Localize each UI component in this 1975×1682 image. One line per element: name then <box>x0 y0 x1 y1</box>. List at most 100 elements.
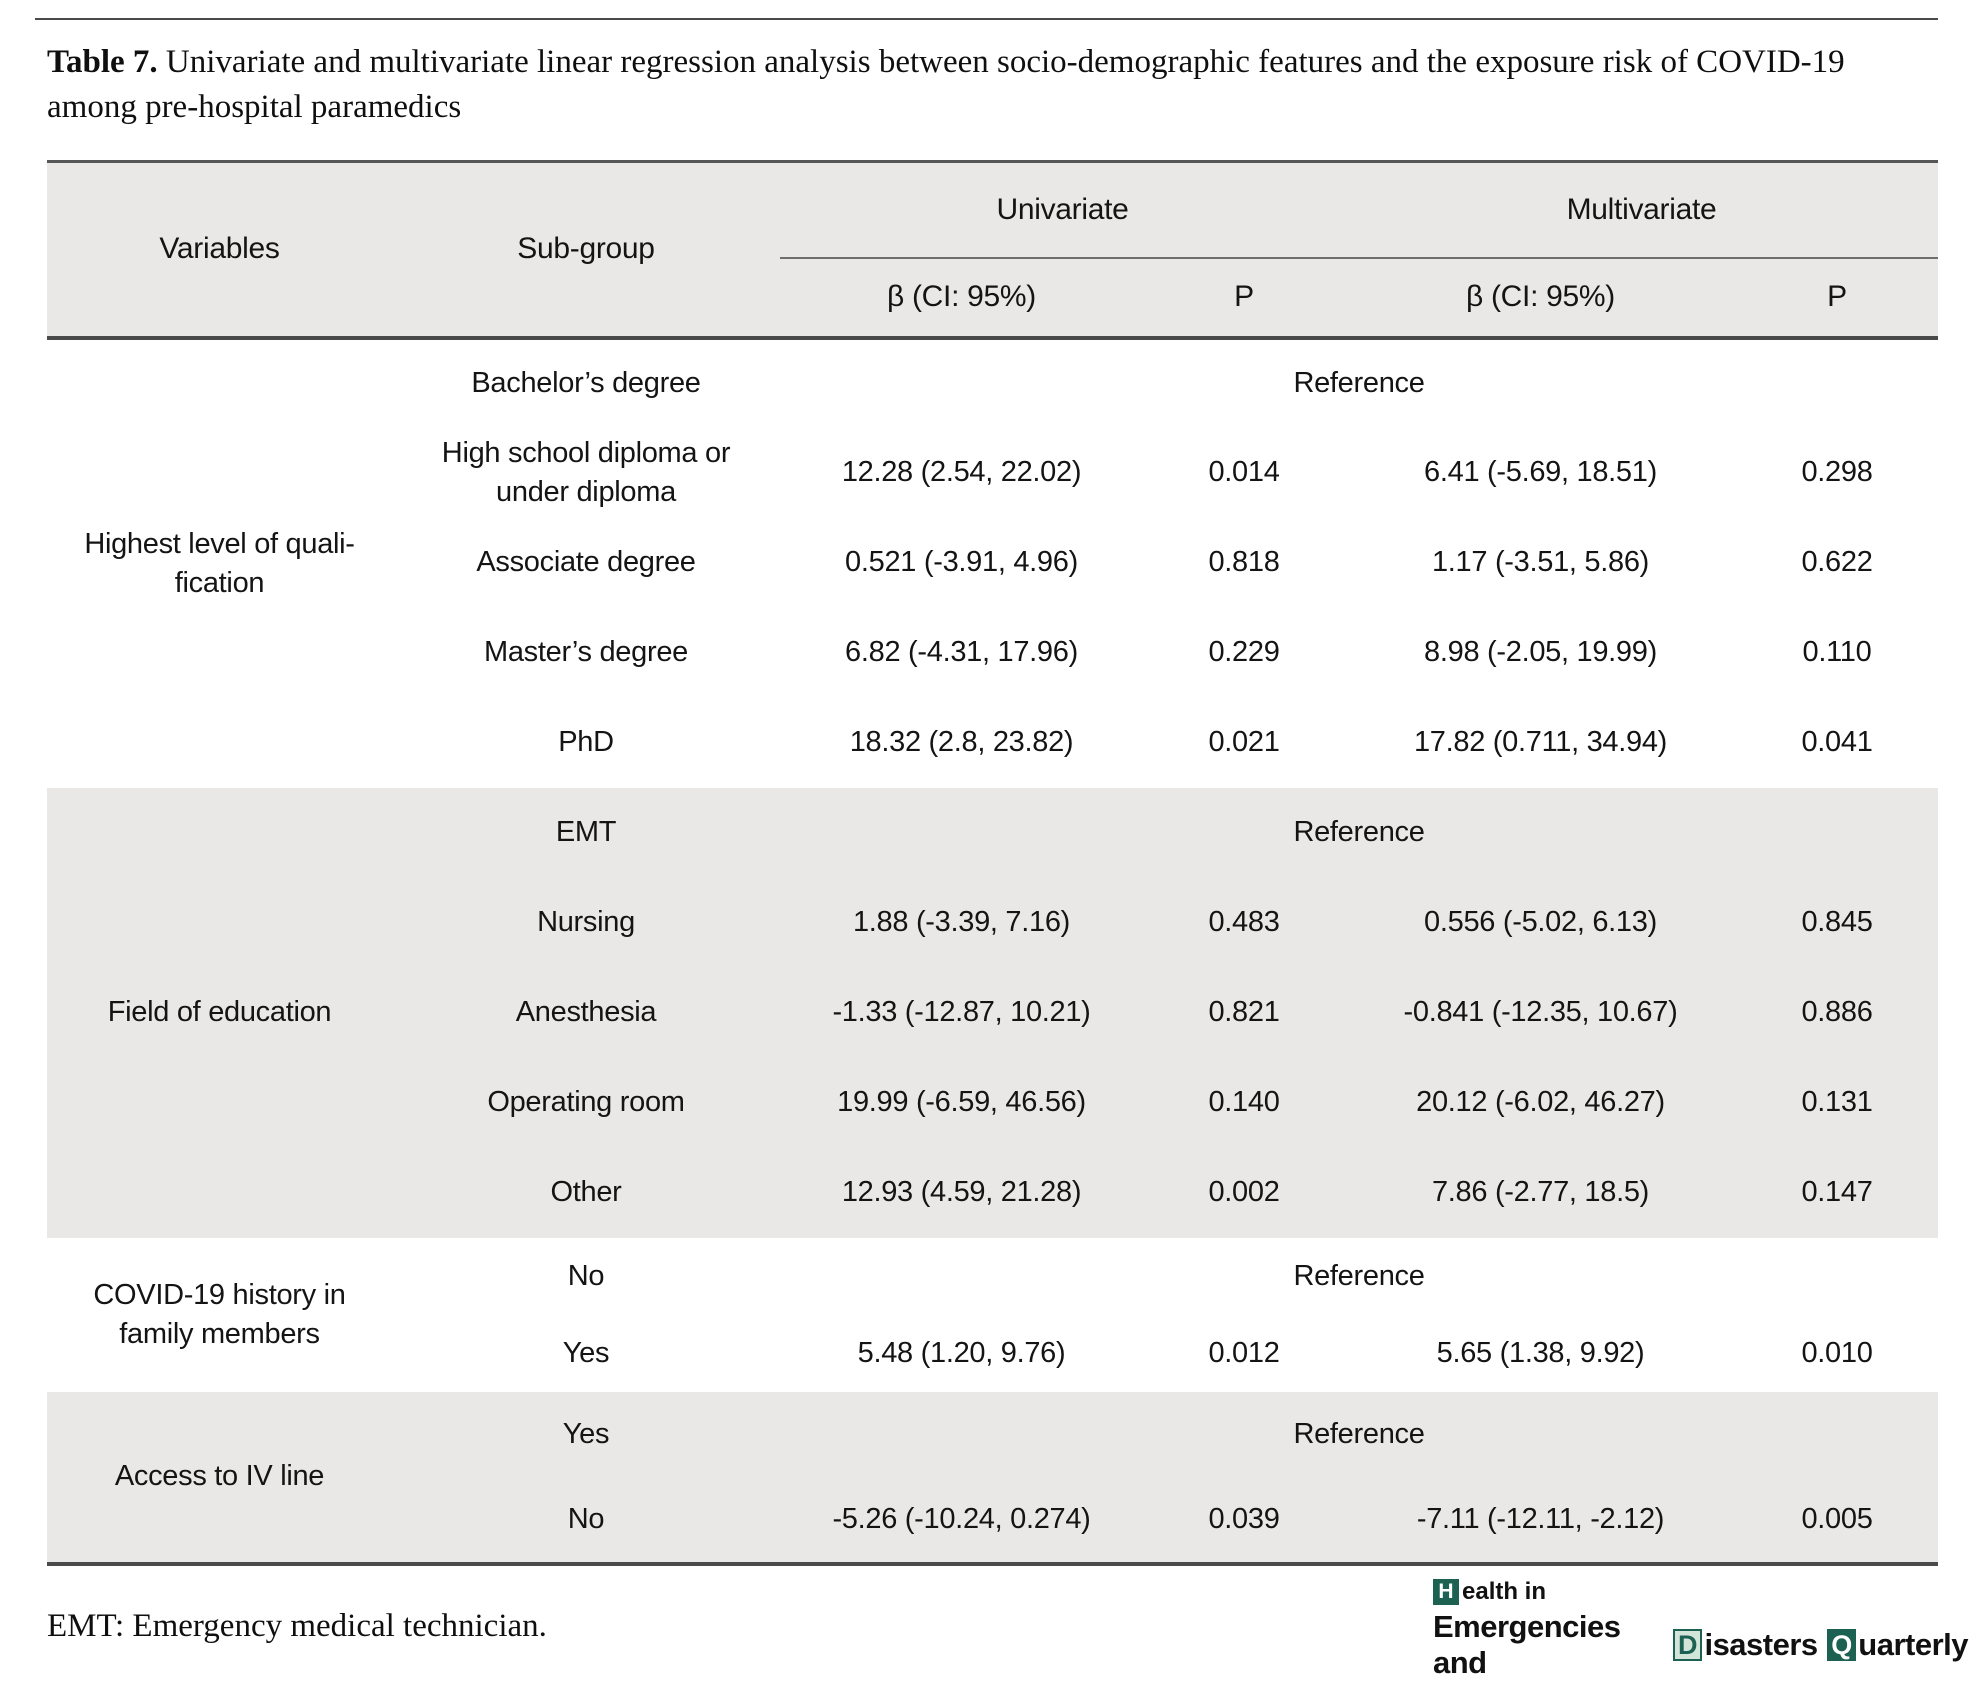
multi-beta-cell: 20.12 (-6.02, 46.27) <box>1416 1086 1665 1119</box>
logo-line2-text1: Emergencies and <box>1433 1609 1621 1680</box>
uni-p-cell: 0.821 <box>1208 996 1280 1029</box>
logo-letter-box-d-icon: D <box>1672 1629 1703 1661</box>
table-row: Field of education EMT Reference <box>47 788 1938 1028</box>
table-row: PhD 18.32 (2.8, 23.82) 0.021 17.82 (0.71… <box>47 698 1938 788</box>
reference-cell: Reference <box>1293 1418 1425 1451</box>
column-header-uni-beta: β (CI: 95%) <box>780 257 1143 340</box>
subgroup-cell: EMT <box>555 816 617 849</box>
table-row: Other 12.93 (4.59, 21.28) 0.002 7.86 (-2… <box>47 1148 1938 1238</box>
multi-beta-cell: 0.556 (-5.02, 6.13) <box>1424 906 1657 939</box>
regression-table: Variables Sub-group Univariate Multivari… <box>47 160 1939 1566</box>
subgroup-cell: Nursing <box>537 906 635 939</box>
uni-p-cell: 0.140 <box>1208 1086 1280 1119</box>
subgroup-cell: No <box>567 1503 605 1536</box>
table-row: Operating room 19.99 (-6.59, 46.56) 0.14… <box>47 1058 1938 1148</box>
multi-beta-cell: 8.98 (-2.05, 19.99) <box>1424 636 1657 669</box>
multi-p-cell: 0.886 <box>1801 996 1873 1029</box>
uni-p-cell: 0.014 <box>1208 456 1280 489</box>
uni-beta-cell: 19.99 (-6.59, 46.56) <box>837 1086 1086 1119</box>
uni-p-cell: 0.818 <box>1208 546 1280 579</box>
subgroup-cell: Master’s degree <box>484 636 688 669</box>
column-header-uni-p: P <box>1143 257 1345 340</box>
multi-beta-cell: 6.41 (-5.69, 18.51) <box>1424 456 1657 489</box>
table-caption-text: Univariate and multivariate linear regre… <box>47 44 1845 125</box>
reference-cell: Reference <box>1293 1259 1425 1292</box>
multi-beta-cell: 5.65 (1.38, 9.92) <box>1436 1336 1645 1369</box>
top-divider <box>35 18 1938 20</box>
column-group-multivariate: Multivariate <box>1345 161 1939 259</box>
multi-beta-cell: 17.82 (0.711, 34.94) <box>1413 726 1668 759</box>
logo-letter-box-q-icon: Q <box>1826 1629 1857 1661</box>
subgroup-cell: High school diploma or under diploma <box>441 437 731 508</box>
header-row-measures: β (CI: 95%) P β (CI: 95%) P <box>47 257 1939 340</box>
section-iv-line-access: Access to IV line Yes Reference No -5.26… <box>47 1391 1939 1564</box>
reference-cell: Reference <box>1293 367 1425 400</box>
table-row: No -5.26 (-10.24, 0.274) 0.039 -7.11 (-1… <box>47 1478 1938 1564</box>
column-header-multi-beta: β (CI: 95%) <box>1345 257 1736 340</box>
variable-cell: Highest level of quali- fication <box>84 528 355 599</box>
logo-line2-text2: isasters <box>1704 1627 1818 1662</box>
table-header: Variables Sub-group Univariate Multivari… <box>47 161 1939 340</box>
uni-beta-cell: 1.88 (-3.39, 7.16) <box>852 906 1071 939</box>
reference-cell: Reference <box>1293 816 1425 849</box>
subgroup-cell: Other <box>550 1176 622 1209</box>
table-footnote: EMT: Emergency medical technician. <box>47 1608 547 1644</box>
uni-beta-cell: 12.28 (2.54, 22.02) <box>841 456 1082 489</box>
section-field-of-education: Field of education EMT Reference Nursing… <box>47 787 1939 1238</box>
uni-p-cell: 0.021 <box>1208 726 1280 759</box>
uni-p-cell: 0.039 <box>1208 1503 1280 1536</box>
table-row: Yes 5.48 (1.20, 9.76) 0.012 5.65 (1.38, … <box>47 1315 1938 1392</box>
uni-beta-cell: 5.48 (1.20, 9.76) <box>857 1336 1066 1369</box>
multi-p-cell: 0.010 <box>1801 1336 1873 1369</box>
multi-p-cell: 0.131 <box>1801 1086 1873 1119</box>
multi-beta-cell: -7.11 (-12.11, -2.12) <box>1416 1503 1665 1536</box>
variable-cell: Field of education <box>107 996 332 1029</box>
multi-p-cell: 0.005 <box>1801 1503 1873 1536</box>
table-row: High school diploma or under diploma 12.… <box>47 428 1938 518</box>
uni-p-cell: 0.229 <box>1208 636 1280 669</box>
subgroup-cell: Operating room <box>487 1086 685 1119</box>
subgroup-cell: Yes <box>562 1418 610 1451</box>
section-qualification: Highest level of quali- fication Bachelo… <box>47 338 1938 788</box>
uni-p-cell: 0.002 <box>1208 1176 1280 1209</box>
table-row: Nursing 1.88 (-3.39, 7.16) 0.483 0.556 (… <box>47 878 1938 968</box>
uni-p-cell: 0.012 <box>1208 1336 1280 1369</box>
multi-p-cell: 0.147 <box>1801 1176 1873 1209</box>
multi-beta-cell: -0.841 (-12.35, 10.67) <box>1403 996 1678 1029</box>
multi-p-cell: 0.845 <box>1801 906 1873 939</box>
table-row: Access to IV line Yes Reference <box>47 1392 1938 1492</box>
column-header-subgroup: Sub-group <box>392 161 780 340</box>
logo-letter-box-h-icon: H <box>1433 1579 1459 1605</box>
uni-beta-cell: 12.93 (4.59, 21.28) <box>841 1176 1082 1209</box>
table-row: Associate degree 0.521 (-3.91, 4.96) 0.8… <box>47 518 1938 608</box>
multi-beta-cell: 7.86 (-2.77, 18.5) <box>1431 1176 1650 1209</box>
uni-beta-cell: 6.82 (-4.31, 17.96) <box>845 636 1078 669</box>
subgroup-cell: Associate degree <box>476 546 696 579</box>
multi-p-cell: 0.298 <box>1801 456 1873 489</box>
multi-beta-cell: 1.17 (-3.51, 5.86) <box>1431 546 1650 579</box>
column-header-multi-p: P <box>1736 257 1939 340</box>
subgroup-cell: Anesthesia <box>515 996 657 1029</box>
subgroup-cell: PhD <box>558 726 614 759</box>
variable-cell: Access to IV line <box>114 1460 325 1493</box>
column-group-univariate: Univariate <box>780 161 1345 259</box>
table-row: Anesthesia -1.33 (-12.87, 10.21) 0.821 -… <box>47 968 1938 1058</box>
table-caption-label: Table 7. <box>47 44 158 80</box>
uni-beta-cell: 18.32 (2.8, 23.82) <box>849 726 1074 759</box>
variable-cell: COVID-19 history in family members <box>93 1279 346 1350</box>
section-covid-history: COVID-19 history in family members No Re… <box>47 1238 1938 1392</box>
table-row: COVID-19 history in family members No Re… <box>47 1238 1938 1350</box>
multi-p-cell: 0.110 <box>1802 636 1872 669</box>
uni-beta-cell: 0.521 (-3.91, 4.96) <box>845 546 1078 579</box>
logo-line1-text: ealth in <box>1462 1578 1547 1605</box>
column-header-variables: Variables <box>47 161 392 340</box>
header-row-groups: Variables Sub-group Univariate Multivari… <box>47 161 1939 340</box>
multi-p-cell: 0.041 <box>1801 726 1873 759</box>
table-row: Master’s degree 6.82 (-4.31, 17.96) 0.22… <box>47 608 1938 698</box>
subgroup-cell: No <box>567 1259 605 1292</box>
uni-beta-cell: -5.26 (-10.24, 0.274) <box>832 1503 1091 1536</box>
